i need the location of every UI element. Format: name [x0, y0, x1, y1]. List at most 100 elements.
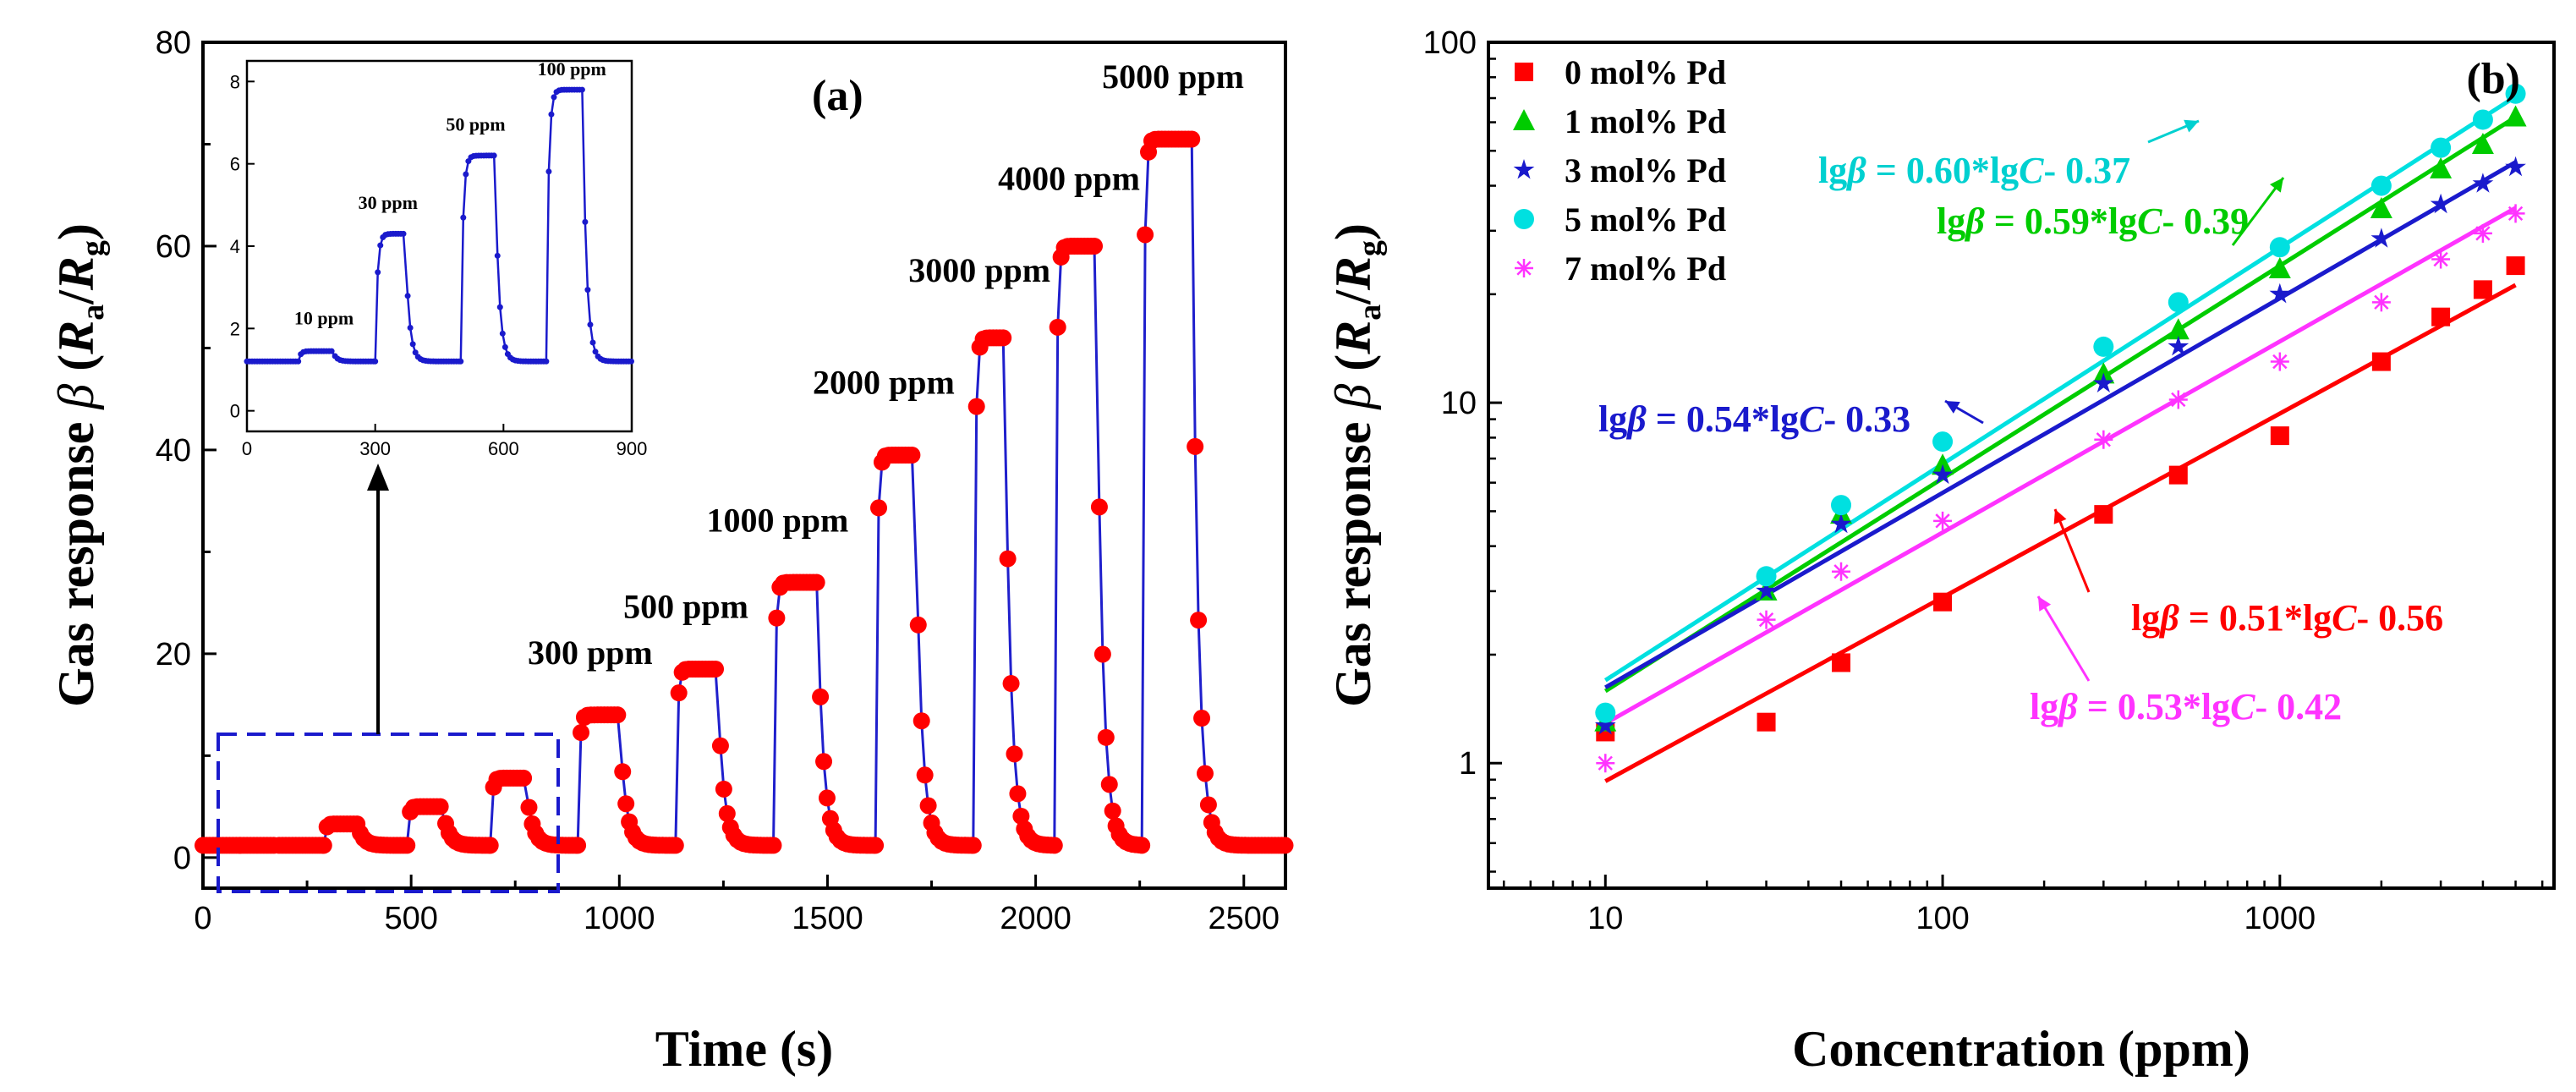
pulse-label: 300 ppm: [528, 634, 653, 672]
data-point: [2270, 352, 2289, 371]
inset-data-point: [543, 358, 550, 365]
data-point: [1595, 702, 1616, 723]
data-point: [1932, 431, 1954, 453]
data-point: [2371, 352, 2391, 371]
data-point: [1133, 837, 1151, 854]
asterisk-stroke: [2507, 206, 2524, 222]
annotation-arrow-head: [2038, 596, 2052, 612]
equation-part: C: [2230, 686, 2255, 727]
pulse-label: 5000 ppm: [1102, 58, 1244, 96]
data-point: [2168, 292, 2189, 313]
inset-pulse-label: 30 ppm: [359, 192, 418, 213]
data-point: [1756, 579, 1777, 601]
x-tick-label: 1000: [2244, 901, 2316, 936]
zoom-region-box: [216, 733, 560, 893]
data-point: [670, 684, 688, 702]
data-point: [1933, 511, 1953, 530]
data-point: [919, 797, 937, 815]
inset-data-point: [404, 293, 411, 299]
panel-b-data: [1594, 83, 2527, 773]
data-point: [315, 837, 332, 854]
data-point: [2167, 318, 2190, 340]
inset-data-point: [499, 330, 506, 337]
data-point: [1932, 464, 1954, 485]
data-point: [1193, 710, 1211, 727]
data-point: [2472, 109, 2493, 130]
equation-part: lg: [1598, 398, 1627, 440]
inset-data-point: [628, 358, 634, 365]
equation-part: = 0.54*lg: [1647, 398, 1799, 440]
inset-data-point: [494, 252, 501, 259]
inset-data-point: [551, 94, 557, 101]
asterisk-stroke: [1833, 564, 1849, 579]
inset-x-tick-label: 900: [617, 438, 648, 459]
data-point: [609, 706, 627, 724]
equation-part: lg: [1818, 150, 1847, 191]
inset-data-point: [496, 304, 503, 310]
data-point: [903, 446, 921, 464]
data-point: [2370, 228, 2392, 248]
equation-part: β: [2158, 597, 2179, 639]
data-point: [1832, 562, 1851, 581]
inset-data-point: [458, 358, 464, 365]
inset-data-point: [589, 339, 596, 346]
data-point: [818, 789, 836, 807]
data-point: [1045, 837, 1063, 854]
equation-annotation: lgβ = 0.54*lgC- 0.33: [1598, 398, 1910, 440]
inset-data-point: [587, 321, 594, 328]
data-point: [815, 753, 833, 771]
data-point: [520, 798, 538, 816]
x-tick-label: 1000: [584, 901, 655, 936]
data-point: [1093, 645, 1111, 663]
equation-annotation: lgβ = 0.51*lgC- 0.56: [2131, 597, 2443, 639]
data-point: [2168, 390, 2188, 409]
annotation-arrow: [2053, 508, 2091, 593]
data-point: [1190, 612, 1208, 629]
data-point: [573, 724, 590, 742]
asterisk-stroke: [1758, 612, 1774, 628]
equation-part: - 0.56: [2356, 597, 2443, 639]
legend-marker: [1515, 63, 1533, 81]
data-point: [2430, 156, 2453, 178]
data-point: [2504, 105, 2527, 127]
equation-part: lg: [2030, 686, 2058, 727]
x-tick-label: 1500: [792, 901, 863, 936]
data-point: [870, 499, 888, 517]
y-tick-label: 40: [156, 433, 191, 469]
data-point: [2431, 250, 2451, 269]
data-point: [768, 609, 786, 627]
inset-data-point: [328, 348, 335, 354]
data-point: [2093, 336, 2114, 357]
y-tick-label: 60: [156, 229, 191, 265]
x-tick-label: 100: [1916, 901, 1969, 936]
inset-chart: 0 300 600 900 0 2 4 6 8 10 ppm 30 ppm 50 ppm 100 pp…: [230, 58, 648, 459]
legend-label: 0 mol% Pd: [1565, 53, 1726, 91]
data-point: [1002, 675, 1020, 693]
equation-part: - 0.39: [2162, 200, 2249, 242]
inset-data-point: [548, 111, 555, 118]
panel-a-ylabel: Gas response β (Ra/Rg): [48, 223, 111, 707]
inset-data-point: [460, 214, 467, 221]
data-point: [2473, 280, 2492, 299]
data-point: [2168, 335, 2190, 356]
equation-annotation: lgβ = 0.53*lgC- 0.42: [2030, 686, 2342, 727]
legend-label: 5 mol% Pd: [1565, 200, 1726, 239]
inset-x-tick-label: 600: [488, 438, 519, 459]
data-point: [1183, 130, 1201, 148]
data-point: [909, 616, 927, 634]
data-point: [867, 837, 885, 854]
panel-b-xlabel: Concentration (ppm): [1792, 1021, 2250, 1077]
data-point: [1196, 765, 1214, 782]
inset-data-point: [501, 343, 508, 350]
asterisk-stroke: [1598, 755, 1613, 771]
asterisk-stroke: [2475, 226, 2491, 241]
inset-data-point: [584, 287, 591, 294]
data-point: [2269, 283, 2291, 304]
data-point: [2431, 137, 2452, 158]
data-point: [2473, 223, 2492, 243]
inset-y-tick-label: 6: [230, 154, 240, 175]
inset-data-point: [582, 218, 589, 225]
asterisk-stroke: [2272, 354, 2288, 370]
panel-b-frame: [1487, 41, 2556, 890]
legend-marker: [1513, 159, 1535, 179]
